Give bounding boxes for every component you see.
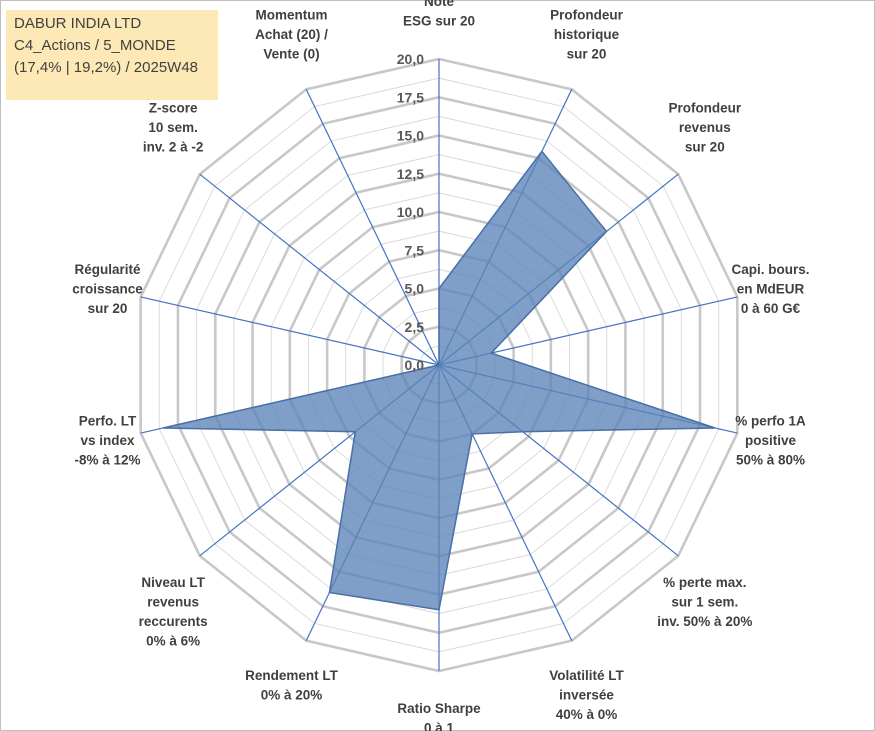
axis-label-line: sur 20 [685, 139, 725, 154]
tick-label: 20,0 [397, 51, 424, 67]
axis-label-line: Volatilité LT [549, 668, 624, 683]
axis-label-line: Régularité [75, 262, 142, 277]
axis-label-line: Momentum [255, 8, 327, 23]
tick-label: 2,5 [405, 319, 425, 335]
axis-label-line: 0 à 1 [424, 721, 455, 731]
tick-layer: 0,0 2,5 5,0 7,5 10,0 12,5 15,0 17,5 20,0 [397, 51, 424, 373]
axis-label: Z-score 10 sem. inv. 2 à -2 [143, 100, 204, 154]
axis-label-line: inv. 50% à 20% [657, 614, 752, 629]
axis-label: Ratio Sharpe 0 à 1 [397, 701, 481, 731]
category-line: C4_Actions / 5_MONDE [14, 37, 176, 54]
axis-label-line: revenus [147, 595, 199, 610]
axis-label-line: 40% à 0% [556, 707, 618, 722]
axis-label-line: historique [554, 27, 620, 42]
axis-label-line: revenus [679, 120, 731, 135]
axis-label: Profondeur revenus sur 20 [668, 100, 741, 154]
axis-label: Momentum Achat (20) / Vente (0) [255, 8, 328, 62]
axis-label-line: Z-score [149, 100, 198, 115]
series-area [162, 150, 716, 611]
axis-label-line: Profondeur [550, 8, 623, 23]
axis-label: Note ESG sur 20 [403, 0, 475, 29]
axis-label-line: reccurents [139, 614, 208, 629]
axis-label-line: Vente (0) [263, 47, 319, 62]
axis-spoke [199, 173, 440, 366]
series-layer [162, 150, 716, 611]
axis-label-line: inversée [559, 687, 614, 702]
label-layer: Note ESG sur 20 Profondeur historique sur 20… [72, 0, 809, 731]
axis-label-line: -8% à 12% [75, 452, 141, 467]
company-name: DABUR INDIA LTD [14, 15, 142, 32]
axis-label-line: 50% à 80% [736, 452, 805, 467]
axis-label-line: 0% à 6% [146, 634, 200, 649]
axis-label-line: Achat (20) / [255, 27, 328, 42]
tick-label: 5,0 [405, 281, 425, 297]
axis-label-line: Note [424, 0, 454, 9]
axis-label: Rendement LT 0% à 20% [245, 668, 339, 703]
axis-label: % perfo 1A positive 50% à 80% [735, 413, 806, 467]
axis-label-line: Niveau LT [141, 575, 205, 590]
axis-label-line: sur 1 sem. [671, 595, 738, 610]
axis-label-line: sur 20 [567, 47, 607, 62]
axis-label-line: Perfo. LT [79, 413, 137, 428]
axis-label-line: 0 à 60 G€ [741, 301, 801, 316]
axis-label-line: vs index [81, 433, 136, 448]
axis-label-line: sur 20 [88, 301, 128, 316]
axis-label: Perfo. LT vs index -8% à 12% [75, 413, 141, 467]
axis-label-line: % perfo 1A [735, 413, 806, 428]
axis-spoke [305, 89, 440, 366]
axis-label-line: inv. 2 à -2 [143, 139, 204, 154]
axis-label-line: positive [745, 433, 797, 448]
tick-label: 0,0 [405, 357, 425, 373]
tick-label: 10,0 [397, 204, 424, 220]
tick-label: 17,5 [397, 89, 424, 105]
tick-label: 15,0 [397, 128, 424, 144]
score-period-line: (17,4% | 19,2%) / 2025W48 [14, 59, 198, 76]
axis-spoke [140, 296, 440, 366]
axis-label: Capi. bours. en MdEUR 0 à 60 G€ [731, 262, 809, 316]
axis-label-line: Profondeur [668, 100, 741, 115]
axis-label-line: % perte max. [663, 575, 746, 590]
axis-label-line: Rendement LT [245, 668, 339, 683]
axis-label-line: 0% à 20% [261, 687, 323, 702]
axis-label-line: ESG sur 20 [403, 14, 475, 29]
axis-label: Niveau LT revenus reccurents 0% à 6% [139, 575, 208, 649]
axis-label: Volatilité LT inversée 40% à 0% [549, 668, 624, 722]
axis-label-line: croissance [72, 282, 143, 297]
chart-title-box: DABUR INDIA LTD C4_Actions / 5_MONDE (17… [6, 10, 218, 100]
axis-label: Régularité croissance sur 20 [72, 262, 143, 316]
axis-label-line: en MdEUR [737, 282, 805, 297]
tick-label: 7,5 [405, 242, 425, 258]
axis-label: Profondeur historique sur 20 [550, 8, 623, 62]
axis-label-line: 10 sem. [148, 120, 198, 135]
axis-label-line: Ratio Sharpe [397, 701, 481, 716]
axis-label-line: Capi. bours. [731, 262, 809, 277]
axis-label: % perte max. sur 1 sem. inv. 50% à 20% [657, 575, 752, 629]
tick-label: 12,5 [397, 166, 424, 182]
